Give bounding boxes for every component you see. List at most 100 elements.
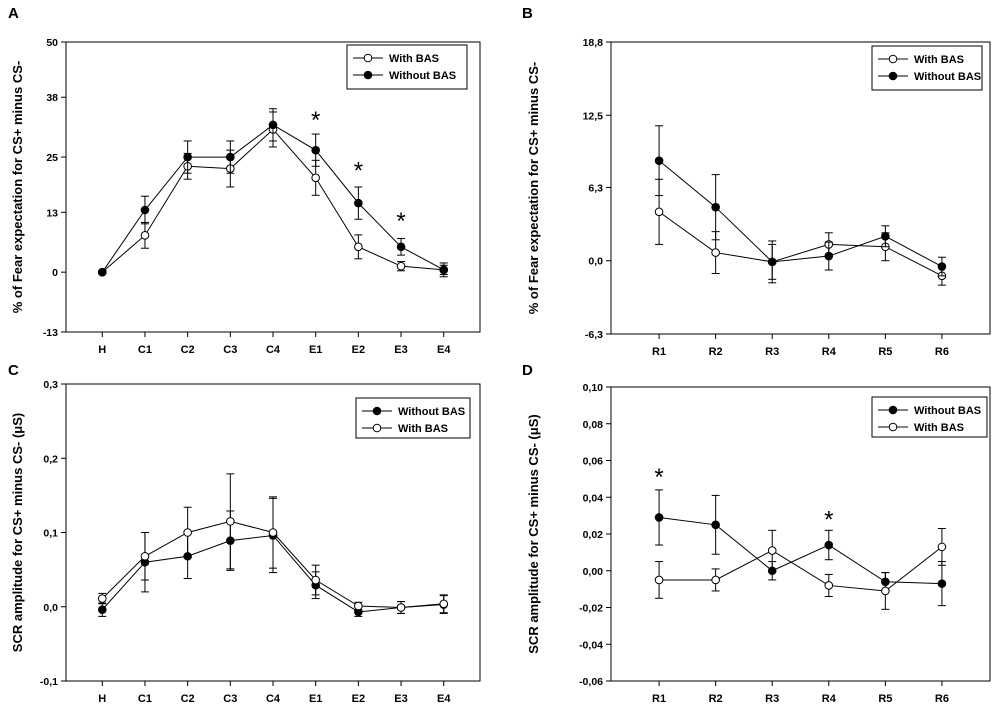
x-tick-label: E4 [437, 344, 451, 356]
y-tick-label: 0,3 [43, 379, 58, 391]
data-point-without-bas [396, 242, 406, 252]
legend-label-without-bas: Without BAS [398, 406, 465, 418]
data-point-without-bas [226, 152, 235, 162]
panel-a: -13 0 13 25 38 50 H C1 C2 C3 C4 E1 E2 E3 E4 % of Fear e… [10, 37, 481, 356]
x-tick-label: C2 [181, 693, 195, 705]
y-tick-label: 13 [46, 207, 58, 219]
x-tick-label: C3 [223, 693, 237, 705]
legend-marker-with-bas [372, 423, 382, 433]
x-tick-label: R5 [878, 693, 892, 705]
x-tick-label: R4 [822, 346, 837, 358]
data-point-without-bas [140, 205, 150, 215]
data-point-with-bas [711, 575, 720, 585]
data-point-with-bas [268, 528, 278, 537]
y-axis-label: SCR amplitude for CS+ minus CS- (μS) [526, 414, 541, 653]
legend-label-with-bas: With BAS [398, 423, 448, 435]
data-point-without-bas [824, 540, 834, 550]
x-tick-label: R1 [652, 693, 666, 705]
series-line-without-bas [658, 160, 943, 267]
significance-marker: * [824, 506, 833, 533]
data-point-with-bas [354, 242, 363, 252]
series-line-with-bas [101, 128, 444, 273]
x-tick-label: R6 [935, 346, 949, 358]
significance-marker: * [354, 158, 363, 185]
y-tick-label: -13 [43, 327, 58, 339]
series-line-with-bas [658, 211, 943, 277]
y-tick-label: -6,3 [585, 329, 603, 341]
legend-marker-with-bas [888, 54, 898, 64]
legend-box [346, 44, 468, 90]
x-tick-label: E1 [309, 344, 322, 356]
x-tick-label: R3 [765, 693, 779, 705]
significance-marker: * [396, 208, 405, 235]
data-point-without-bas [881, 231, 890, 241]
series-line-without-bas [659, 516, 942, 585]
y-tick-label: 0,1 [43, 528, 58, 540]
data-point-with-bas [767, 546, 777, 555]
x-tick-label: E2 [352, 693, 365, 705]
x-tick-label: R1 [652, 346, 666, 358]
panel-label-c: C [8, 362, 19, 379]
y-tick-label: 38 [46, 92, 58, 104]
legend-marker-with-bas [888, 422, 898, 432]
x-tick-label: E1 [309, 693, 322, 705]
y-tick-label: 0,02 [583, 529, 604, 541]
y-tick-label: 0,0 [43, 602, 58, 614]
panel-label-d: D [522, 362, 533, 379]
legend-label-without-bas: Without BAS [914, 71, 981, 83]
legend-marker-without-bas [363, 70, 373, 80]
y-tick-label: -0,1 [40, 676, 58, 688]
legend-label-with-bas: With BAS [914, 54, 964, 66]
x-tick-label: E3 [394, 693, 407, 705]
data-point-without-bas [654, 513, 664, 522]
y-tick-label: 0,2 [43, 453, 58, 465]
data-point-with-bas [937, 542, 947, 552]
y-tick-label: 6,3 [588, 182, 603, 194]
plot-frame [610, 41, 991, 335]
series-line-with-bas [659, 546, 943, 592]
panel-label-a: A [8, 5, 19, 22]
y-tick-label: 25 [46, 152, 58, 164]
panel-label-b: B [522, 5, 533, 22]
data-point-with-bas [439, 599, 449, 609]
legend-box [871, 45, 983, 91]
panel-c: -0,1 0,0 0,1 0,2 0,3 H C1 C2 C3 C4 E1 E2 E3 E4 SCR amp… [10, 379, 481, 705]
y-tick-label: -0,06 [579, 676, 603, 688]
y-tick-label: 0,0 [588, 256, 603, 268]
data-point-with-bas [824, 581, 834, 590]
y-tick-label: 0 [52, 267, 58, 279]
panel-b: -6,3 0,0 6,3 12,5 18,8 R1 R2 R3 R4 R5 R6 % of Fear … [526, 37, 991, 358]
x-tick-label: C4 [266, 693, 281, 705]
data-point-without-bas [97, 267, 107, 277]
x-tick-label: C1 [138, 693, 152, 705]
data-point-without-bas [97, 605, 107, 615]
x-tick-label: C4 [266, 344, 281, 356]
x-tick-label: R6 [935, 693, 949, 705]
x-tick-label: R2 [709, 693, 723, 705]
y-axis-label: % of Fear expectation for CS+ minus CS- [10, 61, 25, 313]
data-point-without-bas [311, 145, 320, 155]
x-tick-label: H [98, 344, 106, 356]
y-tick-label: 0,08 [583, 419, 604, 431]
legend-label-with-bas: With BAS [914, 422, 964, 434]
data-point-without-bas [767, 257, 777, 267]
y-tick-label: -0,02 [579, 603, 603, 615]
data-point-without-bas [439, 265, 449, 275]
y-tick-label: 12,5 [583, 110, 604, 122]
x-tick-label: E4 [437, 693, 451, 705]
y-tick-label: 18,8 [583, 37, 604, 49]
y-tick-label: 0,04 [583, 492, 604, 504]
data-point-with-bas [654, 575, 664, 585]
data-point-with-bas [881, 586, 890, 596]
y-tick-label: 0,00 [583, 566, 604, 578]
legend-label-without-bas: Without BAS [914, 405, 981, 417]
x-tick-label: C1 [138, 344, 152, 356]
data-point-without-bas [268, 120, 278, 130]
y-tick-label: -0,04 [579, 639, 603, 651]
data-point-with-bas [396, 603, 406, 612]
x-tick-label: E2 [352, 344, 365, 356]
panel-d: -0,06 -0,04 -0,02 0,00 0,02 0,04 0,06 0,08 0,10 R… [526, 382, 991, 705]
data-point-with-bas [396, 261, 406, 271]
data-point-with-bas [97, 594, 107, 603]
